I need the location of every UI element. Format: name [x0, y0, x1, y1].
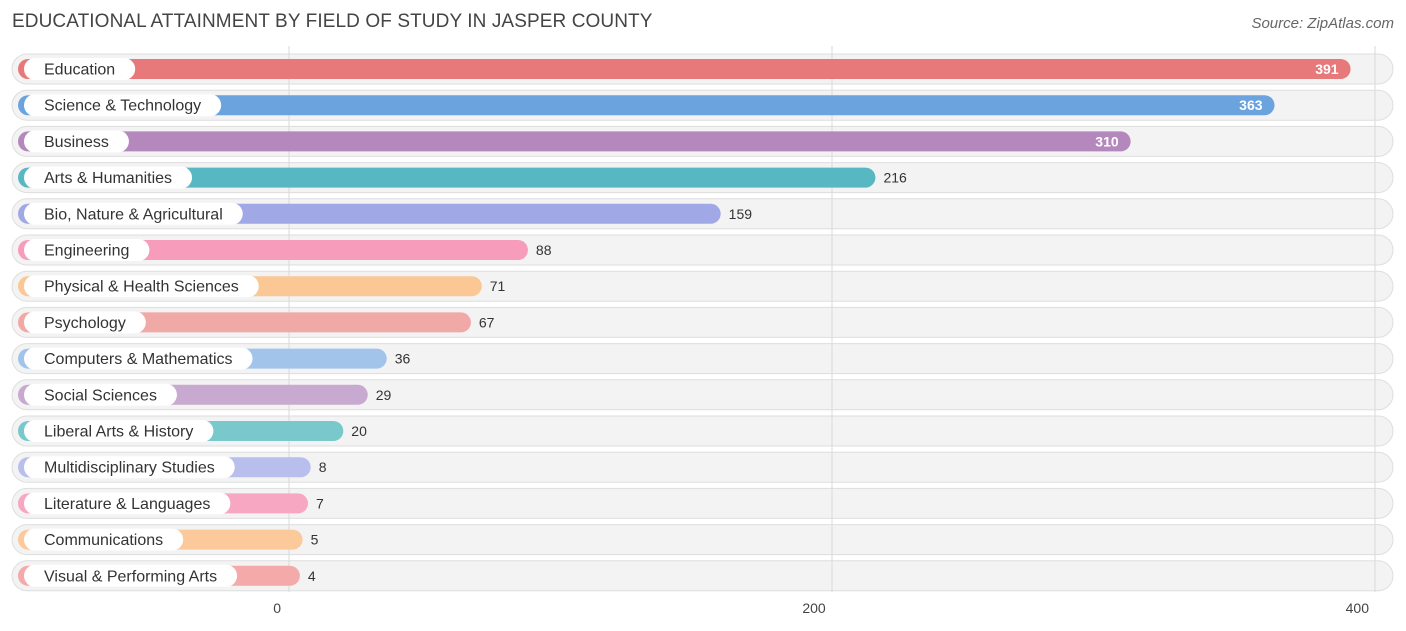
value-label: 29	[376, 387, 392, 403]
category-label-pill	[24, 456, 235, 479]
row-track	[11, 451, 1394, 483]
bar	[18, 59, 1351, 79]
value-label: 20	[351, 423, 367, 439]
row-track	[11, 415, 1394, 447]
category-label-pill	[24, 166, 193, 189]
x-tick-label: 400	[1346, 600, 1370, 616]
category-label-pill	[24, 492, 231, 515]
value-label: 310	[1095, 133, 1119, 149]
category-label: Physical & Health Sciences	[44, 279, 239, 296]
value-label: 363	[1239, 97, 1263, 113]
value-label: 5	[311, 532, 319, 548]
category-label: Education	[44, 62, 115, 79]
category-label: Bio, Nature & Agricultural	[44, 206, 223, 223]
bar	[18, 95, 1275, 116]
category-label: Literature & Languages	[44, 496, 210, 513]
value-label: 216	[883, 170, 907, 186]
category-label-pill	[24, 564, 238, 587]
chart-title: EDUCATIONAL ATTAINMENT BY FIELD OF STUDY…	[12, 11, 653, 32]
row-track	[11, 487, 1394, 519]
chart-source: Source: ZipAtlas.com	[1251, 15, 1394, 32]
value-label: 159	[729, 206, 753, 222]
value-label: 67	[479, 314, 495, 330]
value-label: 71	[490, 278, 506, 294]
value-label: 391	[1315, 61, 1339, 77]
category-label: Computers & Mathematics	[44, 351, 233, 368]
value-label: 4	[308, 568, 316, 584]
category-label-pill	[24, 420, 214, 442]
x-tick-label: 0	[273, 600, 281, 616]
value-label: 7	[316, 495, 324, 511]
row-track	[11, 524, 1394, 556]
category-label: Engineering	[44, 243, 129, 260]
category-label: Visual & Performing Arts	[44, 568, 217, 585]
value-label: 88	[536, 242, 552, 258]
category-label: Business	[44, 134, 109, 151]
category-label-pill	[24, 130, 129, 153]
bar	[18, 131, 1131, 152]
category-label: Social Sciences	[44, 387, 157, 404]
category-label-pill	[24, 202, 243, 225]
category-label-pill	[24, 94, 222, 117]
category-label-pill	[24, 58, 136, 80]
category-label: Psychology	[44, 315, 126, 332]
category-label-pill	[24, 528, 184, 551]
category-label-pill	[24, 311, 146, 334]
value-label: 36	[395, 351, 411, 367]
category-label: Arts & Humanities	[44, 170, 172, 187]
row-track	[11, 560, 1394, 592]
category-label-pill	[24, 239, 150, 261]
category-label: Multidisciplinary Studies	[44, 460, 215, 477]
category-label-pill	[24, 347, 253, 370]
value-label: 8	[319, 459, 327, 475]
category-label: Science & Technology	[44, 98, 201, 115]
category-label-pill	[24, 275, 259, 298]
bar	[18, 167, 876, 188]
category-label-pill	[24, 383, 177, 406]
category-label: Communications	[44, 532, 163, 549]
category-label: Liberal Arts & History	[44, 424, 193, 441]
x-tick-label: 200	[802, 600, 826, 616]
